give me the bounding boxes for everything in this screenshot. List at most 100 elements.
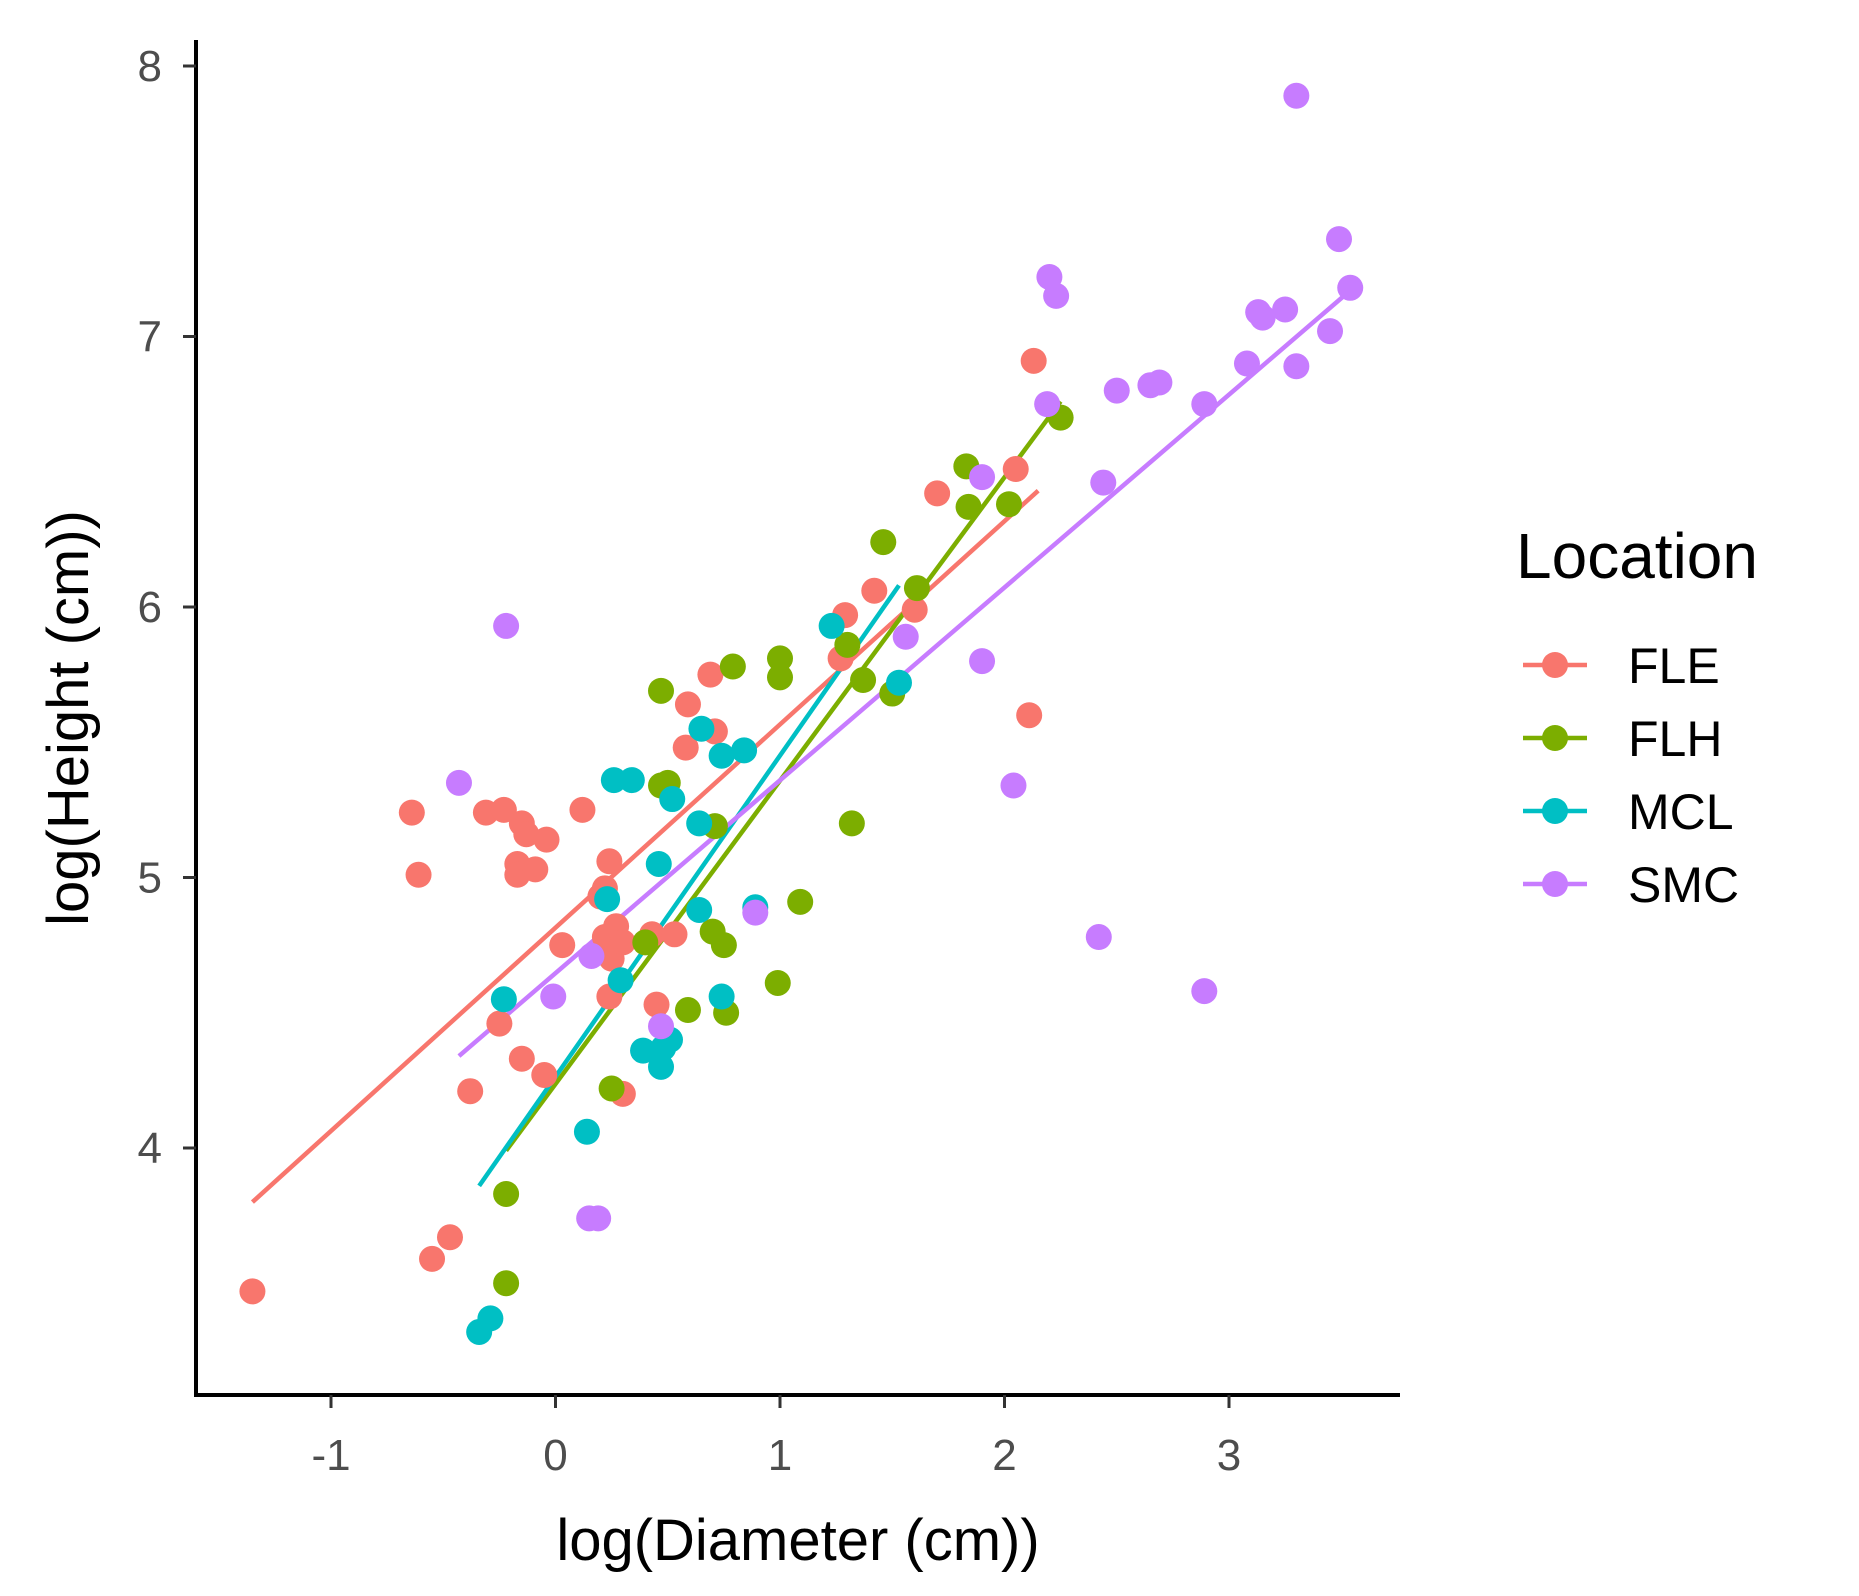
point-fle-2	[436, 1224, 463, 1251]
point-fle-38	[901, 596, 928, 623]
point-mcl-17	[708, 983, 735, 1010]
x-axis-ticks: -1 0 1 2 3	[311, 1395, 1241, 1480]
point-mcl-14	[686, 896, 713, 923]
legend-item-flh: FLH	[1523, 711, 1722, 767]
x-tick-label: 0	[543, 1431, 567, 1480]
point-mcl-16	[688, 715, 715, 742]
point-flh-22	[903, 575, 930, 602]
point-smc-4	[585, 1205, 612, 1232]
point-fle-4	[486, 1010, 513, 1037]
point-smc-30	[1337, 274, 1364, 301]
point-smc-27	[1283, 82, 1310, 109]
point-fle-39	[924, 480, 951, 507]
legend-item-mcl: MCL	[1523, 784, 1734, 840]
point-fle-42	[1016, 702, 1043, 729]
y-tick-label: 7	[138, 313, 162, 362]
point-flh-24	[955, 493, 982, 520]
point-smc-20	[1191, 391, 1218, 418]
point-smc-1	[493, 612, 520, 639]
point-fle-32	[674, 691, 701, 718]
point-mcl-10	[648, 1053, 675, 1080]
point-fle-1	[419, 1245, 446, 1272]
point-flh-1	[493, 1180, 520, 1207]
point-smc-2	[540, 983, 567, 1010]
point-flh-13	[764, 969, 791, 996]
point-flh-10	[710, 932, 737, 959]
point-flh-2	[598, 1075, 625, 1102]
point-mcl-5	[600, 767, 627, 794]
point-mcl-15	[686, 810, 713, 837]
point-mcl-13	[659, 786, 686, 813]
point-flh-5	[648, 677, 675, 704]
y-tick-label: 5	[138, 854, 162, 903]
point-flh-0	[493, 1270, 520, 1297]
point-fle-30	[643, 991, 670, 1018]
point-flh-20	[870, 529, 897, 556]
x-tick-label: 3	[1217, 1431, 1241, 1480]
legend-items: FLE FLH MCL SMC	[1523, 638, 1739, 913]
point-mcl-9	[645, 850, 672, 877]
point-flh-3	[632, 929, 659, 956]
point-flh-12	[719, 653, 746, 680]
legend-label: MCL	[1628, 784, 1734, 840]
point-fle-15	[522, 856, 549, 883]
legend-label: FLE	[1628, 638, 1720, 694]
data-points	[239, 82, 1364, 1345]
point-fle-31	[672, 734, 699, 761]
point-mcl-22	[885, 669, 912, 696]
y-tick-label: 6	[138, 583, 162, 632]
regression-lines	[250, 288, 1352, 1204]
point-flh-14	[767, 664, 793, 691]
point-smc-10	[969, 464, 996, 491]
point-fle-37	[861, 577, 888, 604]
point-mcl-1	[477, 1305, 504, 1332]
legend-key-dot	[1542, 798, 1568, 824]
point-mcl-19	[731, 737, 758, 764]
point-fle-12	[513, 821, 540, 848]
point-smc-17	[1103, 377, 1130, 404]
point-smc-14	[1043, 282, 1070, 309]
x-tick-label: 2	[992, 1431, 1016, 1480]
point-fle-3	[457, 1078, 484, 1105]
x-axis-title: log(Diameter (cm))	[556, 1508, 1039, 1573]
point-flh-7	[674, 997, 701, 1024]
point-smc-15	[1085, 924, 1112, 951]
legend-label: SMC	[1628, 857, 1739, 913]
point-fle-40	[1002, 456, 1029, 483]
point-smc-21	[1191, 978, 1218, 1005]
legend: Location FLE FLH MCL SMC	[1516, 520, 1758, 913]
legend-key-dot	[1542, 871, 1568, 897]
point-flh-18	[838, 810, 865, 837]
x-tick-label: 1	[768, 1431, 792, 1480]
y-tick-label: 4	[138, 1124, 162, 1173]
point-fle-21	[596, 848, 623, 875]
point-smc-5	[578, 942, 605, 969]
point-flh-19	[850, 667, 877, 694]
point-smc-8	[892, 623, 919, 650]
legend-key-dot	[1542, 725, 1568, 751]
legend-key-dot	[1542, 652, 1568, 678]
point-fle-41	[1020, 347, 1047, 374]
point-smc-24	[1249, 304, 1276, 331]
fit-line-mcl	[477, 584, 901, 1188]
point-mcl-3	[573, 1118, 600, 1145]
point-fle-17	[549, 932, 576, 959]
point-smc-16	[1090, 469, 1117, 496]
point-fle-10	[490, 796, 517, 823]
point-fle-7	[398, 799, 425, 826]
point-flh-16	[787, 888, 814, 915]
point-mcl-21	[818, 612, 845, 639]
point-smc-22	[1233, 350, 1260, 377]
point-mcl-4	[594, 886, 621, 913]
point-mcl-6	[607, 967, 634, 994]
point-mcl-18	[708, 742, 735, 769]
point-flh-25	[995, 491, 1022, 518]
point-fle-0	[239, 1278, 266, 1305]
point-smc-0	[445, 769, 472, 796]
point-mcl-7	[618, 767, 645, 794]
y-tick-label: 8	[138, 42, 162, 91]
point-smc-9	[969, 648, 996, 675]
point-fle-29	[661, 921, 688, 948]
point-fle-16	[533, 826, 560, 853]
point-fle-6	[531, 1061, 558, 1088]
